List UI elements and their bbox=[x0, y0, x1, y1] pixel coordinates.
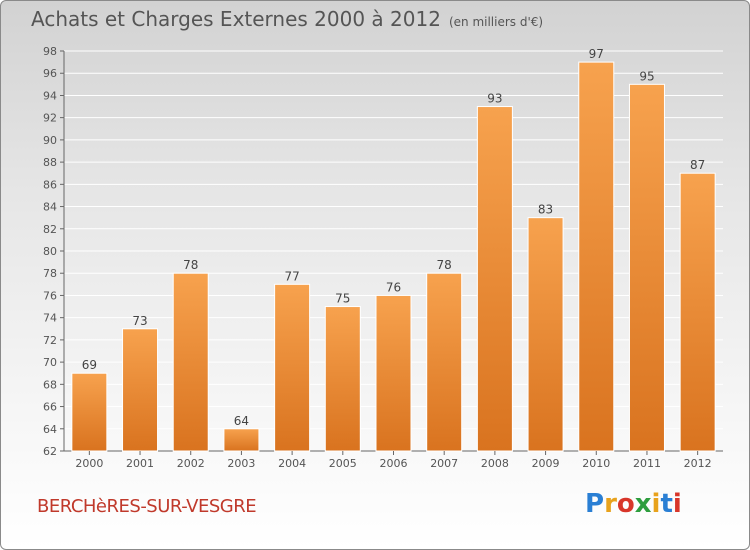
logo-letter: r bbox=[604, 489, 617, 519]
y-tick-label: 86 bbox=[43, 178, 57, 191]
logo-letter: t bbox=[660, 489, 673, 519]
data-label: 78 bbox=[183, 258, 198, 272]
x-tick-label: 2008 bbox=[481, 457, 509, 470]
data-label: 75 bbox=[335, 292, 350, 306]
y-tick-label: 84 bbox=[43, 201, 57, 214]
x-tick-label: 2005 bbox=[329, 457, 357, 470]
x-tick-label: 2012 bbox=[684, 457, 712, 470]
x-tick-label: 2007 bbox=[430, 457, 458, 470]
y-tick-label: 96 bbox=[43, 67, 57, 80]
proxiti-logo[interactable]: Proxiti bbox=[585, 489, 682, 519]
bar-2005 bbox=[324, 306, 361, 452]
commune-name: BERCHèRES-SUR-VESGRE bbox=[37, 496, 257, 517]
x-tick-label: 2010 bbox=[582, 457, 610, 470]
y-tick-label: 90 bbox=[43, 134, 57, 147]
logo-letter: o bbox=[616, 489, 635, 519]
y-tick-label: 72 bbox=[43, 334, 57, 347]
data-label: 87 bbox=[690, 158, 705, 172]
data-label: 73 bbox=[132, 314, 147, 328]
data-label: 78 bbox=[437, 258, 452, 272]
y-tick-label: 68 bbox=[43, 378, 57, 391]
x-tick-label: 2002 bbox=[177, 457, 205, 470]
chart-title: Achats et Charges Externes 2000 à 2012 (e… bbox=[31, 7, 543, 31]
logo-letter: x bbox=[634, 489, 652, 519]
y-tick-label: 62 bbox=[43, 445, 57, 458]
bar-2010 bbox=[578, 61, 615, 452]
y-tick-label: 74 bbox=[43, 312, 57, 325]
y-tick-label: 64 bbox=[43, 423, 57, 436]
y-tick-label: 80 bbox=[43, 245, 57, 258]
bar-2007 bbox=[426, 272, 463, 452]
x-tick-labels: 2000 2001 2002 2003 2004 2005 2006 2007 2008 2009… bbox=[75, 451, 712, 470]
x-tick-label: 2000 bbox=[75, 457, 103, 470]
data-label: 83 bbox=[538, 203, 553, 217]
logo-letter: i bbox=[672, 489, 682, 519]
x-tick-label: 2001 bbox=[126, 457, 154, 470]
data-label: 95 bbox=[639, 69, 654, 83]
bar-2001 bbox=[122, 328, 159, 452]
y-tick-label: 82 bbox=[43, 223, 57, 236]
chart-unit: (en milliers d'€) bbox=[448, 15, 544, 29]
y-tick-labels: 62 64 66 68 70 72 74 76 78 80 82 84 86 88 90 92 94 96 98 bbox=[43, 45, 57, 458]
logo-letter: i bbox=[651, 489, 661, 519]
y-tick-label: 76 bbox=[43, 289, 57, 302]
bar-2009 bbox=[527, 217, 564, 452]
data-label: 69 bbox=[82, 358, 97, 372]
bars: 69 73 78 64 77 75 76 78 93 83 97 95 87 bbox=[71, 47, 716, 452]
bar-2004 bbox=[274, 283, 311, 452]
bar-2000 bbox=[71, 372, 108, 452]
logo-letter: P bbox=[585, 489, 605, 519]
x-tick-label: 2004 bbox=[278, 457, 306, 470]
data-label: 77 bbox=[284, 269, 299, 283]
x-tick-label: 2003 bbox=[227, 457, 255, 470]
bar-2006 bbox=[375, 294, 412, 452]
y-tick-label: 66 bbox=[43, 401, 57, 414]
bar-2002 bbox=[172, 272, 209, 452]
bar-2003 bbox=[223, 428, 260, 452]
x-tick-label: 2011 bbox=[633, 457, 661, 470]
bar-2011 bbox=[628, 83, 665, 452]
x-tick-label: 2009 bbox=[532, 457, 560, 470]
bar-2012 bbox=[679, 172, 716, 452]
data-label: 97 bbox=[589, 47, 604, 61]
y-tick-label: 70 bbox=[43, 356, 57, 369]
chart-title-text: Achats et Charges Externes 2000 à 2012 bbox=[31, 7, 441, 31]
y-tick-label: 98 bbox=[43, 45, 57, 58]
data-label: 93 bbox=[487, 92, 502, 106]
y-tick-label: 94 bbox=[43, 89, 57, 102]
y-tick-label: 92 bbox=[43, 112, 57, 125]
y-tick-label: 78 bbox=[43, 267, 57, 280]
data-label: 76 bbox=[386, 280, 401, 294]
y-tick-label: 88 bbox=[43, 156, 57, 169]
data-label: 64 bbox=[234, 414, 249, 428]
bar-2008 bbox=[476, 106, 513, 452]
x-tick-label: 2006 bbox=[380, 457, 408, 470]
